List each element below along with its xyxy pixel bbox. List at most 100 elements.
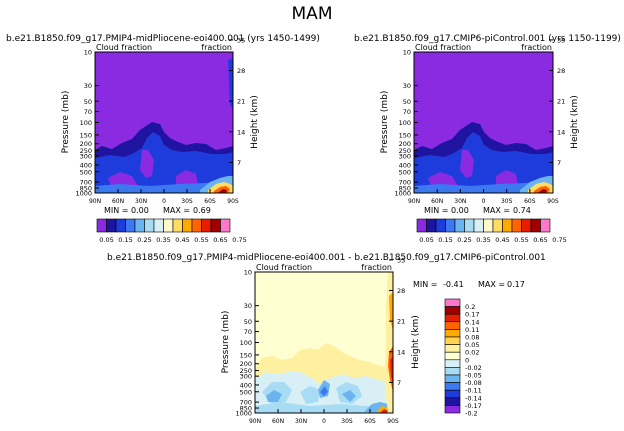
colorbar-label: 0.45 xyxy=(495,236,509,244)
pressure-tick-label: 1000 xyxy=(235,410,252,418)
colorbar-swatch xyxy=(444,389,461,399)
pressure-tick-label: 150 xyxy=(240,351,252,359)
x-tick-label: 30N xyxy=(454,198,466,205)
colorbar-swatch xyxy=(426,218,437,233)
colorbar-label: 0.65 xyxy=(533,236,547,244)
panel-1-title: b.e21.B1850.f09_g17.PMIP4-midPliocene-eo… xyxy=(6,34,320,44)
colorbar-label: -0.05 xyxy=(465,372,482,380)
colorbar-label: 0 xyxy=(465,356,469,364)
colorbar-swatch xyxy=(521,218,532,233)
pressure-tick-label: 400 xyxy=(399,161,411,169)
height-tick-label: 21 xyxy=(397,318,405,326)
panel-3-ylabel: Pressure (mb) xyxy=(221,311,231,374)
colorbar-label: 0.45 xyxy=(175,236,189,244)
pressure-tick-label: 700 xyxy=(399,179,411,187)
pressure-tick-label: 70 xyxy=(403,108,411,116)
panel-1-min-label: MIN = xyxy=(104,206,129,215)
colorbar-swatch xyxy=(444,298,461,307)
pressure-tick-label: 50 xyxy=(403,98,411,106)
pressure-tick-label: 700 xyxy=(80,179,92,187)
pressure-tick-label: 30 xyxy=(244,302,252,310)
pressure-tick-label: 150 xyxy=(399,131,411,139)
colorbar-label: 0.02 xyxy=(465,349,479,357)
colorbar-swatch xyxy=(96,218,107,233)
colorbar-label: -0.11 xyxy=(465,387,482,395)
pressure-tick-label: 850 xyxy=(80,185,92,193)
colorbar-swatch xyxy=(473,218,484,233)
colorbar-swatch xyxy=(153,218,164,233)
x-tick-label: 90S xyxy=(227,198,239,205)
pressure-tick-label: 10 xyxy=(244,269,252,277)
pressure-tick-label: 250 xyxy=(80,147,92,155)
panel-1: b.e21.B1850.f09_g17.PMIP4-midPliocene-eo… xyxy=(6,34,320,244)
panel-3-max-label: MAX = xyxy=(478,280,505,289)
pressure-tick-label: 300 xyxy=(240,373,252,381)
pressure-tick-label: 1000 xyxy=(75,190,92,198)
pressure-tick-label: 150 xyxy=(80,131,92,139)
colorbar-swatch xyxy=(444,382,461,391)
colorbar-label: 0.25 xyxy=(137,236,151,244)
colorbar-label: -0.14 xyxy=(465,394,482,402)
colorbar-label: 0.2 xyxy=(465,303,475,311)
colorbar-swatch xyxy=(444,359,461,368)
pressure-tick-label: 400 xyxy=(240,381,252,389)
panel-2-min-label: MIN = xyxy=(424,206,449,215)
height-tick-label: 21 xyxy=(237,98,245,106)
x-tick-label: 30S xyxy=(181,198,193,205)
colorbar-swatch xyxy=(444,367,461,376)
pressure-tick-label: 10 xyxy=(84,49,92,57)
colorbar-label: 0.35 xyxy=(156,236,170,244)
pressure-tick-label: 700 xyxy=(240,399,252,407)
colorbar-label: 0.55 xyxy=(514,236,528,244)
colorbar-swatch xyxy=(106,218,117,233)
colorbar-label: -0.17 xyxy=(465,402,482,410)
height-tick-label: 35 xyxy=(237,36,245,44)
panel-1-field xyxy=(95,52,233,193)
pressure-tick-label: 100 xyxy=(80,119,92,127)
colorbar-label: 0.75 xyxy=(232,236,246,244)
colorbar-label: 0.14 xyxy=(465,318,479,326)
pressure-tick-label: 30 xyxy=(403,82,411,90)
height-tick-label: 28 xyxy=(557,67,565,75)
panel-1-ylabel: Pressure (mb) xyxy=(61,91,71,154)
colorbar-label: 0.05 xyxy=(99,236,113,244)
colorbar-swatch xyxy=(464,218,475,233)
panel-1-max-value: 0.69 xyxy=(193,206,211,215)
colorbar-label: -0.08 xyxy=(465,379,482,387)
colorbar-swatch xyxy=(220,218,231,233)
panel-2-right-label: fraction xyxy=(521,43,552,52)
colorbar-swatch xyxy=(444,405,461,414)
panel-3-min-value: -0.41 xyxy=(443,280,464,289)
x-tick-label: 60N xyxy=(431,198,443,205)
colorbar-swatch xyxy=(444,306,461,315)
x-tick-label: 90S xyxy=(547,198,559,205)
x-tick-label: 90N xyxy=(89,198,101,205)
x-tick-label: 0 xyxy=(162,198,166,205)
panel-3-ylabel-right: Height (km) xyxy=(411,315,421,369)
pressure-tick-label: 100 xyxy=(399,119,411,127)
colorbar-swatch xyxy=(444,344,461,353)
pressure-tick-label: 850 xyxy=(399,185,411,193)
x-tick-label: 30N xyxy=(135,198,147,205)
height-tick-label: 35 xyxy=(557,36,565,44)
colorbar-swatch xyxy=(492,218,503,233)
panel-2-min-value: 0.00 xyxy=(451,206,469,215)
height-tick-label: 7 xyxy=(557,159,561,167)
colorbar-label: 0.35 xyxy=(476,236,490,244)
height-tick-label: 28 xyxy=(237,67,245,75)
height-tick-label: 35 xyxy=(397,256,405,264)
colorbar-swatch xyxy=(144,218,155,233)
height-tick-label: 7 xyxy=(397,379,401,387)
pressure-tick-label: 300 xyxy=(399,153,411,161)
colorbar-label: 0.65 xyxy=(213,236,227,244)
pressure-tick-label: 500 xyxy=(80,168,92,176)
panel-3-left-label: Cloud fraction xyxy=(256,263,312,272)
colorbar-swatch xyxy=(134,218,145,233)
x-tick-label: 30S xyxy=(341,418,353,425)
x-tick-label: 60S xyxy=(364,418,376,425)
pressure-tick-label: 850 xyxy=(240,405,252,413)
pressure-tick-label: 10 xyxy=(403,49,411,57)
panel-3-field xyxy=(255,272,393,413)
height-tick-label: 28 xyxy=(397,287,405,295)
colorbar-swatch xyxy=(530,218,541,233)
